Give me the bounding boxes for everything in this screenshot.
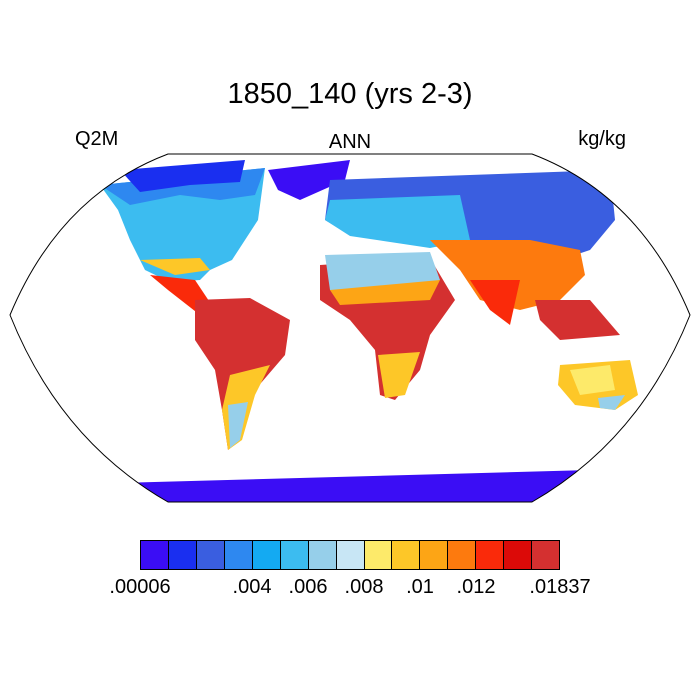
globe-outline: [9, 153, 691, 503]
colorbar-swatch: [336, 541, 365, 569]
colorbar-swatch: [196, 541, 225, 569]
colorbar-swatch: [448, 541, 477, 569]
colorbar-swatch: [141, 541, 169, 569]
colorbar-swatch: [308, 541, 337, 569]
variable-label: Q2M: [75, 128, 119, 150]
colorbar-swatch: [168, 541, 197, 569]
colorbar-swatch: [392, 541, 421, 569]
colorbar: [140, 540, 560, 570]
colorbar-tick-label: .012: [456, 576, 496, 598]
season-label: ANN: [328, 131, 372, 153]
colorbar-swatch: [476, 541, 505, 569]
greenland-region: [268, 160, 350, 200]
antarctica-region: [110, 470, 600, 502]
colorbar-swatch: [252, 541, 281, 569]
colorbar-tick-label: .006: [288, 576, 328, 598]
colorbar-swatch: [224, 541, 253, 569]
colorbar-tick-label: .01837: [529, 576, 591, 598]
colorbar-tick-label: .008: [344, 576, 384, 598]
world-map: [9, 153, 691, 503]
colorbar-swatch: [364, 541, 393, 569]
colorbar-tick-label: .01: [406, 576, 434, 598]
colorbar-swatch: [504, 541, 533, 569]
colorbar-swatch: [280, 541, 309, 569]
colorbar-tick-label: .004: [232, 576, 272, 598]
map-title: 1850_140 (yrs 2-3): [227, 78, 473, 110]
units-label: kg/kg: [578, 128, 626, 150]
colorbar-swatch: [420, 541, 449, 569]
colorbar-swatch: [532, 541, 560, 569]
colorbar-tick-label: .00006: [109, 576, 171, 598]
